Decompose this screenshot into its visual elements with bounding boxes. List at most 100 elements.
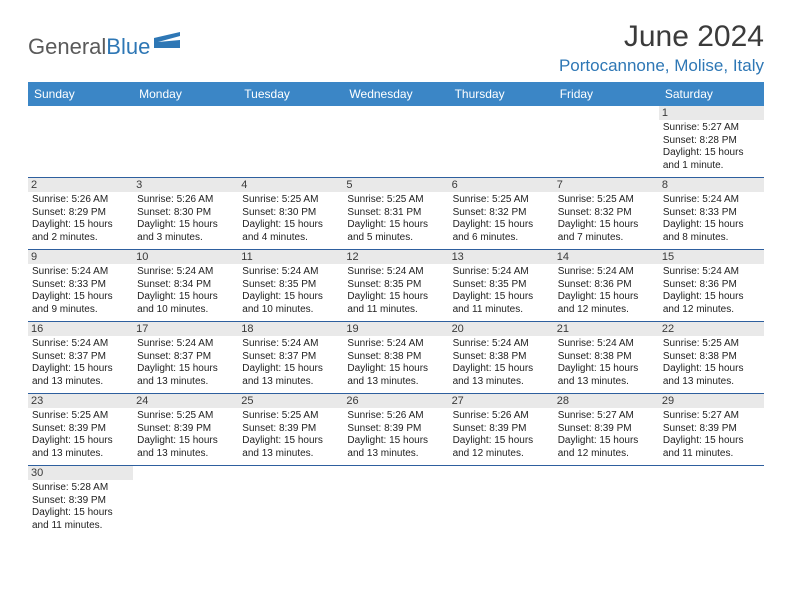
day-details: Sunrise: 5:25 AMSunset: 8:39 PMDaylight:… bbox=[137, 410, 234, 460]
day-number: 21 bbox=[554, 322, 659, 336]
day-cell: 18 Sunrise: 5:24 AMSunset: 8:37 PMDayligh… bbox=[238, 322, 343, 393]
week-row: 30Sunrise: 5:28 AMSunset: 8:39 PMDayligh… bbox=[28, 466, 764, 537]
day-number: 8 bbox=[659, 178, 764, 192]
day-number: 6 bbox=[449, 178, 554, 192]
day-details: Sunrise: 5:27 AMSunset: 8:39 PMDaylight:… bbox=[663, 410, 760, 460]
day-details: Sunrise: 5:24 AMSunset: 8:34 PMDaylight:… bbox=[137, 266, 234, 316]
day-cell bbox=[449, 106, 554, 177]
weekday-header: Saturday bbox=[659, 82, 764, 106]
day-details: Sunrise: 5:26 AMSunset: 8:39 PMDaylight:… bbox=[453, 410, 550, 460]
day-number: 11 bbox=[238, 250, 343, 264]
weekday-header: Monday bbox=[133, 82, 238, 106]
day-cell bbox=[449, 466, 554, 537]
weekday-header-row: SundayMondayTuesdayWednesdayThursdayFrid… bbox=[28, 82, 764, 106]
day-details: Sunrise: 5:25 AMSunset: 8:39 PMDaylight:… bbox=[242, 410, 339, 460]
weekday-header: Thursday bbox=[449, 82, 554, 106]
day-cell bbox=[28, 106, 133, 177]
day-number: 7 bbox=[554, 178, 659, 192]
day-cell bbox=[343, 466, 448, 537]
day-cell: 29 Sunrise: 5:27 AMSunset: 8:39 PMDayligh… bbox=[659, 394, 764, 465]
day-number: 20 bbox=[449, 322, 554, 336]
day-cell: 21 Sunrise: 5:24 AMSunset: 8:38 PMDayligh… bbox=[554, 322, 659, 393]
day-cell: 27Sunrise: 5:26 AMSunset: 8:39 PMDayligh… bbox=[449, 394, 554, 465]
day-cell: 26 Sunrise: 5:26 AMSunset: 8:39 PMDayligh… bbox=[343, 394, 448, 465]
day-details: Sunrise: 5:25 AMSunset: 8:39 PMDaylight:… bbox=[32, 410, 129, 460]
day-details: Sunrise: 5:26 AMSunset: 8:30 PMDaylight:… bbox=[137, 194, 234, 244]
day-details: Sunrise: 5:24 AMSunset: 8:37 PMDaylight:… bbox=[32, 338, 129, 388]
day-number: 15 bbox=[659, 250, 764, 264]
day-cell: 25 Sunrise: 5:25 AMSunset: 8:39 PMDayligh… bbox=[238, 394, 343, 465]
day-number: 14 bbox=[554, 250, 659, 264]
day-number: 24 bbox=[133, 394, 238, 408]
day-number: 22 bbox=[659, 322, 764, 336]
day-details: Sunrise: 5:25 AMSunset: 8:30 PMDaylight:… bbox=[242, 194, 339, 244]
day-cell: 7 Sunrise: 5:25 AMSunset: 8:32 PMDaylight… bbox=[554, 178, 659, 249]
day-details: Sunrise: 5:26 AMSunset: 8:39 PMDaylight:… bbox=[347, 410, 444, 460]
day-cell: 9Sunrise: 5:24 AMSunset: 8:33 PMDaylight… bbox=[28, 250, 133, 321]
day-number: 28 bbox=[554, 394, 659, 408]
day-details: Sunrise: 5:24 AMSunset: 8:33 PMDaylight:… bbox=[663, 194, 760, 244]
day-number: 25 bbox=[238, 394, 343, 408]
day-details: Sunrise: 5:28 AMSunset: 8:39 PMDaylight:… bbox=[32, 482, 129, 532]
day-number: 10 bbox=[133, 250, 238, 264]
location-label: Portocannone, Molise, Italy bbox=[559, 56, 764, 76]
day-cell: 3 Sunrise: 5:26 AMSunset: 8:30 PMDaylight… bbox=[133, 178, 238, 249]
day-number: 19 bbox=[343, 322, 448, 336]
day-details: Sunrise: 5:27 AMSunset: 8:28 PMDaylight:… bbox=[663, 122, 760, 172]
day-cell bbox=[659, 466, 764, 537]
logo-text-blue: Blue bbox=[106, 34, 150, 60]
logo-text-general: General bbox=[28, 34, 106, 60]
day-number: 5 bbox=[343, 178, 448, 192]
day-details: Sunrise: 5:27 AMSunset: 8:39 PMDaylight:… bbox=[558, 410, 655, 460]
day-cell: 19 Sunrise: 5:24 AMSunset: 8:38 PMDayligh… bbox=[343, 322, 448, 393]
day-number: 23 bbox=[28, 394, 133, 408]
day-cell: 6 Sunrise: 5:25 AMSunset: 8:32 PMDaylight… bbox=[449, 178, 554, 249]
day-cell: 15 Sunrise: 5:24 AMSunset: 8:36 PMDayligh… bbox=[659, 250, 764, 321]
day-details: Sunrise: 5:25 AMSunset: 8:31 PMDaylight:… bbox=[347, 194, 444, 244]
day-details: Sunrise: 5:24 AMSunset: 8:38 PMDaylight:… bbox=[347, 338, 444, 388]
week-row: 2 Sunrise: 5:26 AMSunset: 8:29 PMDaylight… bbox=[28, 178, 764, 250]
weekday-header: Sunday bbox=[28, 82, 133, 106]
day-number: 9 bbox=[28, 250, 133, 264]
day-number: 18 bbox=[238, 322, 343, 336]
day-details: Sunrise: 5:24 AMSunset: 8:35 PMDaylight:… bbox=[347, 266, 444, 316]
week-row: 16 Sunrise: 5:24 AMSunset: 8:37 PMDayligh… bbox=[28, 322, 764, 394]
day-number: 3 bbox=[133, 178, 238, 192]
day-cell: 8 Sunrise: 5:24 AMSunset: 8:33 PMDaylight… bbox=[659, 178, 764, 249]
day-cell bbox=[238, 466, 343, 537]
day-cell: 12 Sunrise: 5:24 AMSunset: 8:35 PMDayligh… bbox=[343, 250, 448, 321]
day-cell bbox=[133, 466, 238, 537]
day-details: Sunrise: 5:25 AMSunset: 8:32 PMDaylight:… bbox=[453, 194, 550, 244]
day-number: 29 bbox=[659, 394, 764, 408]
day-details: Sunrise: 5:24 AMSunset: 8:36 PMDaylight:… bbox=[558, 266, 655, 316]
day-cell: 23 Sunrise: 5:25 AMSunset: 8:39 PMDayligh… bbox=[28, 394, 133, 465]
day-number: 26 bbox=[343, 394, 448, 408]
weekday-header: Tuesday bbox=[238, 82, 343, 106]
day-number: 13 bbox=[449, 250, 554, 264]
day-cell: 1 Sunrise: 5:27 AMSunset: 8:28 PMDaylight… bbox=[659, 106, 764, 177]
day-cell bbox=[133, 106, 238, 177]
day-cell: 4Sunrise: 5:25 AMSunset: 8:30 PMDaylight… bbox=[238, 178, 343, 249]
day-number: 12 bbox=[343, 250, 448, 264]
day-details: Sunrise: 5:25 AMSunset: 8:32 PMDaylight:… bbox=[558, 194, 655, 244]
weekday-header: Friday bbox=[554, 82, 659, 106]
day-number: 16 bbox=[28, 322, 133, 336]
weekday-header: Wednesday bbox=[343, 82, 448, 106]
day-details: Sunrise: 5:24 AMSunset: 8:36 PMDaylight:… bbox=[663, 266, 760, 316]
day-cell: 30Sunrise: 5:28 AMSunset: 8:39 PMDayligh… bbox=[28, 466, 133, 537]
day-details: Sunrise: 5:24 AMSunset: 8:38 PMDaylight:… bbox=[558, 338, 655, 388]
logo-flag-icon bbox=[154, 28, 180, 54]
day-cell: 5 Sunrise: 5:25 AMSunset: 8:31 PMDaylight… bbox=[343, 178, 448, 249]
day-details: Sunrise: 5:24 AMSunset: 8:37 PMDaylight:… bbox=[242, 338, 339, 388]
day-number: 2 bbox=[28, 178, 133, 192]
day-details: Sunrise: 5:25 AMSunset: 8:38 PMDaylight:… bbox=[663, 338, 760, 388]
logo: GeneralBlue bbox=[28, 20, 180, 60]
day-details: Sunrise: 5:26 AMSunset: 8:29 PMDaylight:… bbox=[32, 194, 129, 244]
day-number: 1 bbox=[659, 106, 764, 120]
day-cell: 2 Sunrise: 5:26 AMSunset: 8:29 PMDaylight… bbox=[28, 178, 133, 249]
day-cell bbox=[554, 466, 659, 537]
week-row: 9Sunrise: 5:24 AMSunset: 8:33 PMDaylight… bbox=[28, 250, 764, 322]
week-row: 23 Sunrise: 5:25 AMSunset: 8:39 PMDayligh… bbox=[28, 394, 764, 466]
day-details: Sunrise: 5:24 AMSunset: 8:35 PMDaylight:… bbox=[453, 266, 550, 316]
weeks-container: 1 Sunrise: 5:27 AMSunset: 8:28 PMDaylight… bbox=[28, 106, 764, 537]
